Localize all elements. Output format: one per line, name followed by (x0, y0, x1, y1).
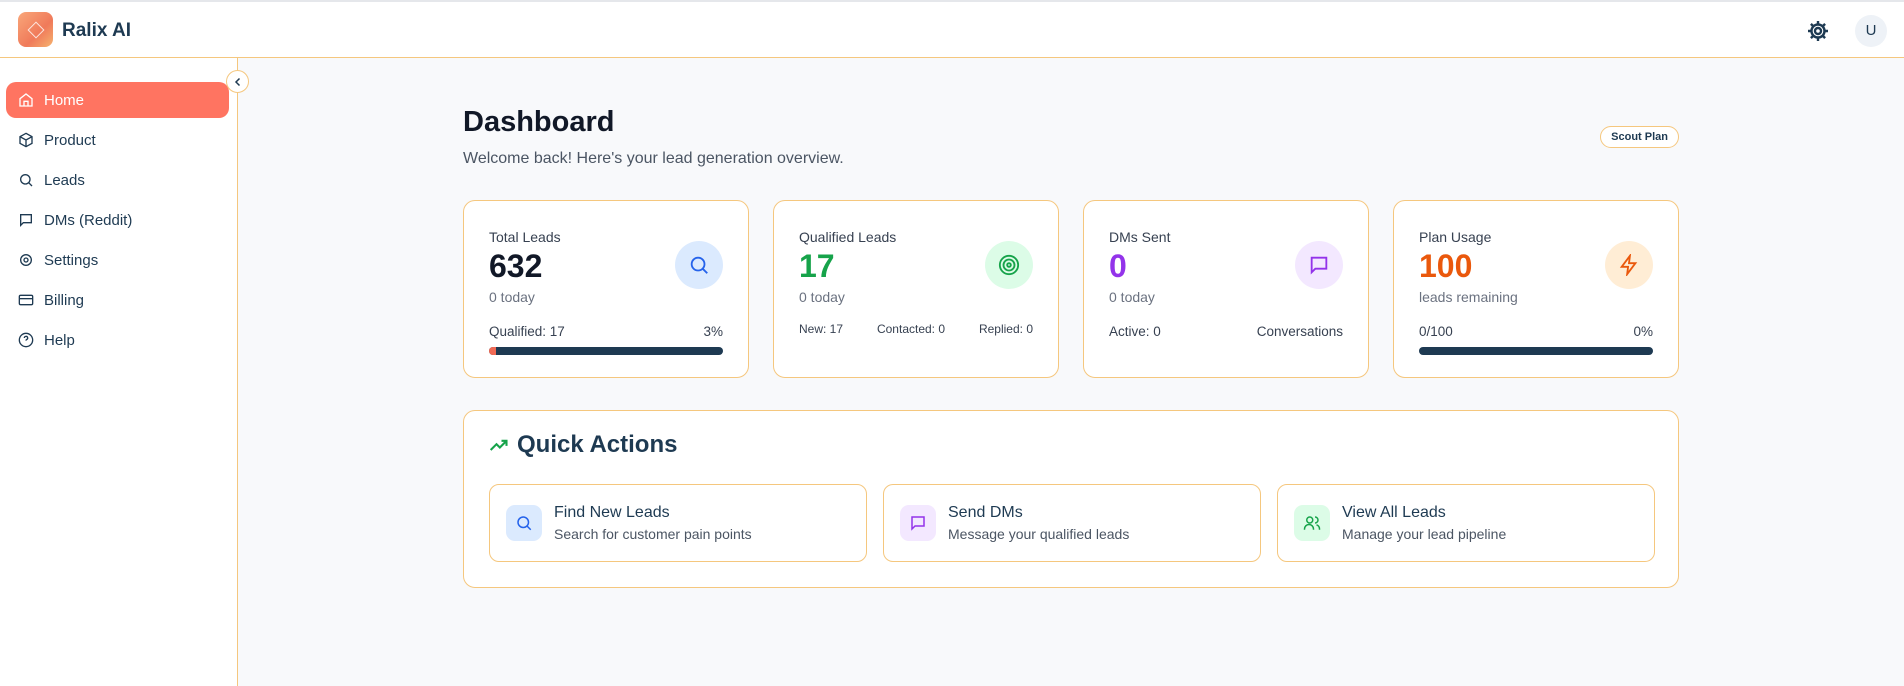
plan-usage-card: Plan Usage 100 leads remaining 0/100 0% (1393, 200, 1679, 378)
action-title: Send DMs (948, 504, 1023, 521)
search-icon (517, 516, 532, 531)
card-sub: 0 today (489, 289, 535, 305)
qualified-count: Qualified: 17 (489, 324, 565, 339)
card-icon-wrap (985, 241, 1033, 289)
search-icon (20, 174, 33, 187)
sidebar-item-label: Help (44, 331, 75, 349)
sidebar-item-label: Home (44, 91, 85, 109)
plan-badge: Scout Plan (1600, 126, 1679, 148)
chevron-left-icon (234, 77, 240, 86)
card-icon-wrap (1295, 241, 1343, 289)
credit-card-icon (18, 294, 34, 306)
logo (18, 12, 53, 47)
qualified-leads-card: Qualified Leads 17 0 today New: 17 Contac… (773, 200, 1059, 378)
sidebar-item-product[interactable]: Product (6, 122, 229, 158)
card-value: 100 (1419, 248, 1473, 284)
zap-icon (1619, 254, 1638, 276)
sidebar-item-label: DMs (Reddit) (44, 211, 133, 229)
page-subtitle: Welcome back! Here's your lead generatio… (463, 150, 844, 167)
contacted-count: Contacted: 0 (876, 322, 946, 336)
sidebar-item-help[interactable]: Help (6, 322, 229, 358)
target-icon (998, 254, 1020, 276)
card-value: 17 (799, 248, 835, 284)
find-new-leads-button[interactable]: Find New Leads Search for customer pain p… (489, 484, 867, 562)
sidebar-nav: Home Product Leads DMs (Reddit) Settings… (6, 82, 229, 362)
card-icon-wrap (675, 241, 723, 289)
card-value: 0 (1109, 248, 1127, 284)
replied-count: Replied: 0 (978, 322, 1033, 336)
sidebar (0, 58, 238, 686)
message-icon (1310, 256, 1328, 275)
sidebar-item-settings[interactable]: Settings (6, 242, 229, 278)
page-title: Dashboard (463, 106, 615, 138)
action-desc: Manage your lead pipeline (1342, 526, 1507, 542)
action-title: Find New Leads (554, 504, 670, 521)
send-dms-button[interactable]: Send DMs Message your qualified leads (883, 484, 1261, 562)
action-desc: Search for customer pain points (554, 526, 752, 542)
usage-percent: 0% (1633, 324, 1653, 339)
card-icon-wrap (1605, 241, 1653, 289)
sidebar-item-home[interactable]: Home (6, 82, 229, 118)
message-icon (20, 214, 32, 227)
settings-gear-icon[interactable] (1806, 19, 1830, 43)
help-circle-icon (18, 332, 34, 348)
card-label: Qualified Leads (799, 229, 897, 245)
box-icon (19, 132, 33, 148)
quick-actions-panel: Quick Actions Find New Leads Search for c… (463, 410, 1679, 588)
sidebar-item-label: Leads (44, 171, 85, 189)
sidebar-item-label: Settings (44, 251, 99, 269)
home-icon (19, 93, 33, 107)
sidebar-item-leads[interactable]: Leads (6, 162, 229, 198)
message-icon (911, 516, 925, 531)
search-icon (690, 256, 708, 274)
qualified-progress-bar (489, 347, 723, 355)
quick-actions-title: Quick Actions (517, 431, 678, 458)
card-sub: leads remaining (1419, 289, 1518, 305)
card-sub: 0 today (799, 289, 845, 305)
card-value: 632 (489, 248, 543, 284)
card-label: DMs Sent (1109, 229, 1171, 245)
card-label: Total Leads (489, 229, 561, 245)
usage-progress-bar (1419, 347, 1653, 355)
sidebar-item-dms[interactable]: DMs (Reddit) (6, 202, 229, 238)
usage-count: 0/100 (1419, 324, 1453, 339)
card-sub: 0 today (1109, 289, 1155, 305)
sidebar-item-label: Billing (44, 291, 85, 309)
users-icon (1303, 516, 1321, 530)
new-count: New: 17 (799, 322, 844, 336)
action-title: View All Leads (1342, 504, 1446, 521)
action-desc: Message your qualified leads (948, 526, 1130, 542)
sidebar-item-billing[interactable]: Billing (6, 282, 229, 318)
conversations-label: Conversations (1256, 324, 1343, 339)
total-leads-card: Total Leads 632 0 today Qualified: 17 3% (463, 200, 749, 378)
user-avatar[interactable]: U (1855, 15, 1887, 47)
trending-up-icon (489, 439, 508, 451)
active-count: Active: 0 (1109, 324, 1161, 339)
app-name: Ralix AI (62, 20, 131, 41)
top-header: Ralix AI U (0, 0, 1904, 58)
sidebar-item-label: Product (44, 131, 96, 149)
gear-icon (20, 254, 32, 266)
collapse-sidebar-button[interactable] (226, 70, 249, 93)
card-label: Plan Usage (1419, 229, 1492, 245)
qualified-percent: 3% (703, 324, 723, 339)
dms-sent-card: DMs Sent 0 0 today Active: 0 Conversation… (1083, 200, 1369, 378)
stats-cards: Total Leads 632 0 today Qualified: 17 3% … (463, 200, 1679, 378)
view-all-leads-button[interactable]: View All Leads Manage your lead pipeline (1277, 484, 1655, 562)
